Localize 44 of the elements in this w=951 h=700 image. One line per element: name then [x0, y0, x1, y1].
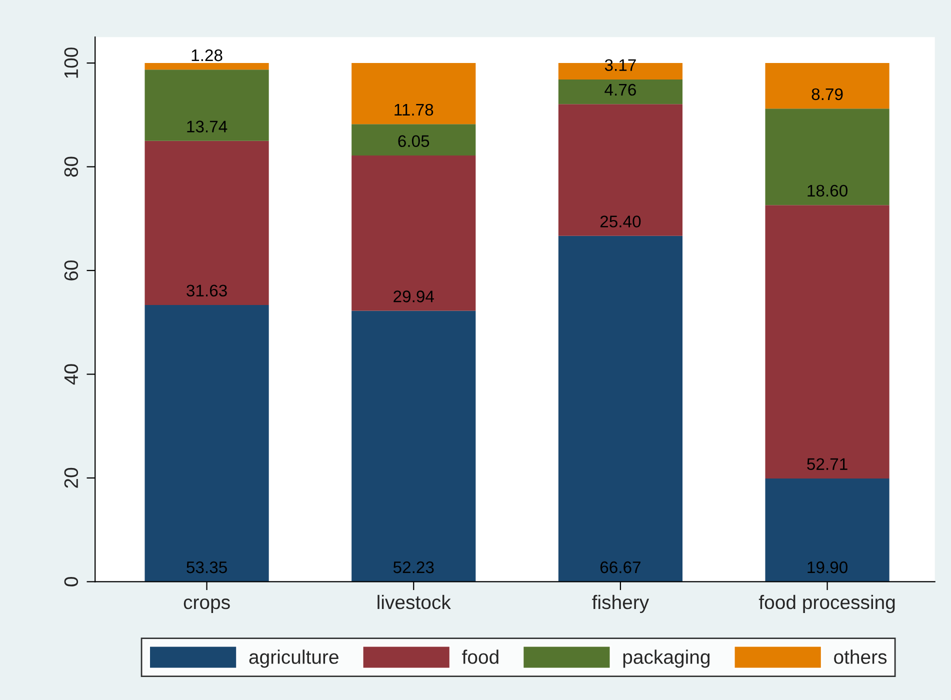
y-tick-label: 0: [64, 577, 78, 586]
y-tick-label: 80: [64, 156, 78, 177]
text: 11.78: [394, 104, 434, 116]
text: 1.28: [192, 49, 222, 62]
bar: [765, 108, 890, 206]
bar: [144, 140, 269, 305]
text: 4.76: [604, 84, 636, 96]
text: 31.63: [186, 284, 227, 297]
text: 19.90: [808, 561, 848, 574]
bar: [558, 236, 682, 582]
bar: [144, 70, 269, 141]
text: 53.35: [186, 561, 227, 574]
bar: [765, 478, 890, 582]
bar: [144, 63, 269, 70]
x-tick-label: livestock: [378, 594, 451, 610]
text: 6.05: [398, 135, 430, 148]
text: 18.60: [808, 184, 848, 197]
text: 52.71: [807, 458, 848, 470]
y-tick-label: 20: [64, 468, 78, 488]
bar: [765, 63, 890, 109]
bar: [352, 63, 476, 124]
bar: [352, 156, 476, 311]
text: 13.74: [187, 120, 228, 132]
text: 8.79: [812, 88, 843, 100]
text: 52.23: [393, 561, 434, 574]
legend-label: others: [834, 650, 887, 664]
legend-label: agriculture: [249, 650, 338, 668]
x-tick-label: crops: [184, 598, 230, 614]
text: 29.94: [394, 290, 434, 302]
text: 66.67: [600, 561, 640, 574]
x-tick-label: food processing: [758, 594, 895, 614]
legend-label: food: [462, 650, 498, 664]
x-tick-label: fishery: [592, 594, 650, 614]
y-tick-label: 100: [64, 48, 78, 78]
bar: [558, 79, 682, 104]
legend-label: packaging: [623, 650, 710, 668]
bar: [765, 205, 890, 478]
text: 25.40: [600, 216, 641, 228]
bar: [558, 104, 682, 236]
bar: [352, 310, 476, 582]
y-tick-label: 40: [64, 364, 78, 385]
y-tick-label: 60: [64, 260, 78, 280]
bar: [352, 124, 476, 156]
bar: [144, 304, 269, 582]
